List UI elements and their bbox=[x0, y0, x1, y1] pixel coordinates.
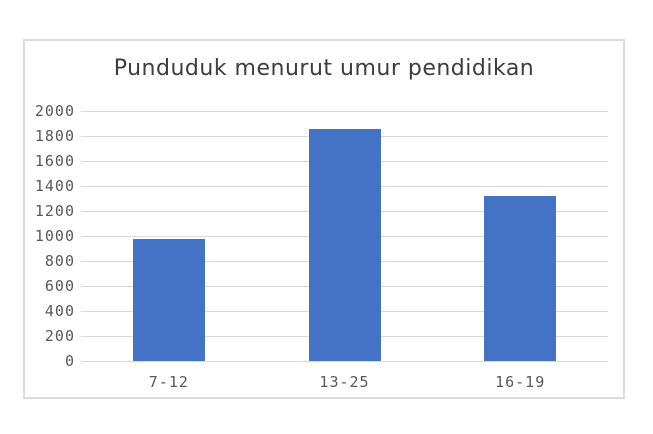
y-axis-tick-label: 600 bbox=[44, 277, 75, 295]
bar-7-12 bbox=[132, 238, 205, 361]
y-axis-tick-label: 1200 bbox=[34, 202, 75, 220]
y-axis-tick-label: 1600 bbox=[34, 152, 75, 170]
bar-13-25 bbox=[308, 128, 381, 361]
y-axis-tick-label: 0 bbox=[64, 352, 75, 370]
y-axis-tick-label: 2000 bbox=[34, 102, 75, 120]
y-axis-tick-label: 1400 bbox=[34, 177, 75, 195]
plot-area bbox=[81, 111, 608, 362]
y-axis: 0 200 400 600 800 1000 1200 1400 1600 1800 2000 bbox=[25, 102, 75, 370]
bar-16-19 bbox=[484, 196, 557, 361]
y-axis-tick-label: 200 bbox=[44, 327, 75, 345]
x-axis-tick-label: 7-12 bbox=[148, 373, 189, 391]
gridline bbox=[81, 361, 608, 362]
y-axis-tick-label: 1000 bbox=[34, 227, 75, 245]
x-axis-tick-label: 13-25 bbox=[319, 373, 370, 391]
x-axis: 7-12 13-25 16-19 bbox=[81, 371, 608, 395]
y-axis-tick-label: 400 bbox=[44, 302, 75, 320]
gridline bbox=[81, 111, 608, 112]
y-axis-tick-label: 800 bbox=[44, 252, 75, 270]
x-axis-tick-label: 16-19 bbox=[495, 373, 546, 391]
y-axis-tick-label: 1800 bbox=[34, 127, 75, 145]
chart-title: Punduduk menurut umur pendidikan bbox=[113, 56, 535, 81]
chart-frame: Punduduk menurut umur pendidikan 0 200 400… bbox=[23, 39, 625, 399]
